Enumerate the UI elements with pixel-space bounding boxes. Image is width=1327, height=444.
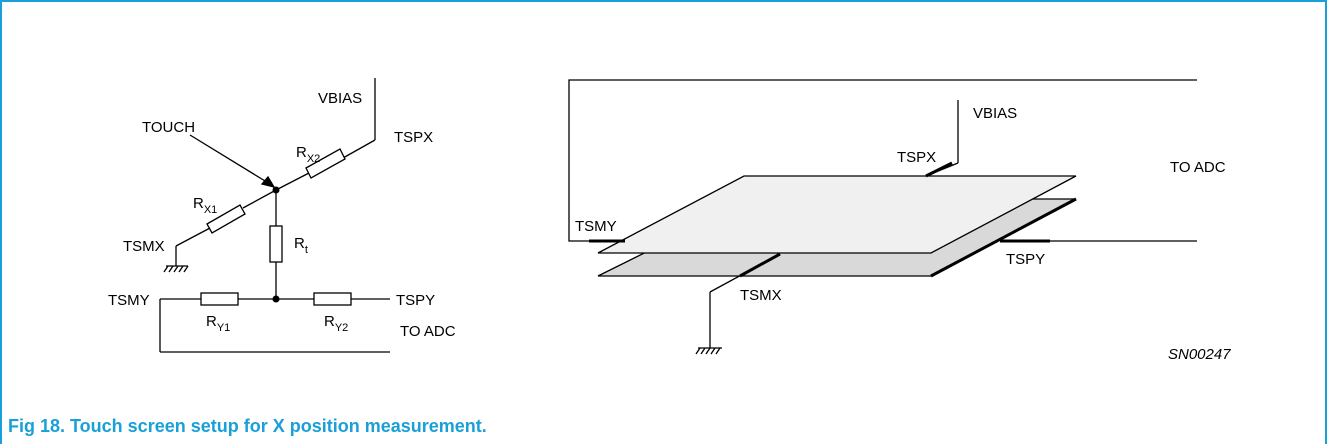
left-to-adc-label: TO ADC — [400, 323, 456, 340]
left-touch-label: TOUCH — [142, 119, 195, 136]
top-plate — [597, 175, 1077, 254]
right-vbias-label: VBIAS — [973, 105, 1017, 122]
tsmx-electrode — [739, 252, 781, 278]
left-tsmx-label: TSMX — [123, 238, 165, 255]
touch-node — [272, 186, 280, 194]
resistor-rx2 — [305, 148, 346, 179]
ry1-label: RY1 — [206, 313, 230, 334]
resistor-rx1 — [206, 204, 246, 234]
left-tspy-label: TSPY — [396, 292, 435, 309]
figure-caption: Fig 18. Touch screen setup for X positio… — [8, 416, 487, 436]
rx1-label: RX1 — [193, 195, 217, 216]
left-schematic — [159, 78, 390, 353]
left-tspx-label: TSPX — [394, 129, 433, 146]
left-vbias-label: VBIAS — [318, 90, 362, 107]
resistor-ry1 — [200, 292, 239, 306]
ry2-label: RY2 — [324, 313, 348, 334]
right-tsmx-label: TSMX — [740, 287, 782, 304]
resistor-ry2 — [313, 292, 352, 306]
resistor-rt — [269, 225, 283, 263]
rt-label: Rt — [294, 235, 308, 256]
right-to-adc-label: TO ADC — [1170, 159, 1226, 176]
left-tsmy-label: TSMY — [108, 292, 150, 309]
plate-bottom-right-edge — [930, 197, 1077, 278]
tspx-electrode — [925, 161, 953, 178]
right-tspx-label: TSPX — [897, 149, 936, 166]
right-tspy-label: TSPY — [1006, 251, 1045, 268]
rx2-label: RX2 — [296, 144, 320, 165]
right-illustration — [568, 79, 1197, 355]
bottom-node — [272, 295, 280, 303]
right-tsmy-label: TSMY — [575, 218, 617, 235]
figure-ref-code: SN00247 — [1168, 346, 1231, 363]
